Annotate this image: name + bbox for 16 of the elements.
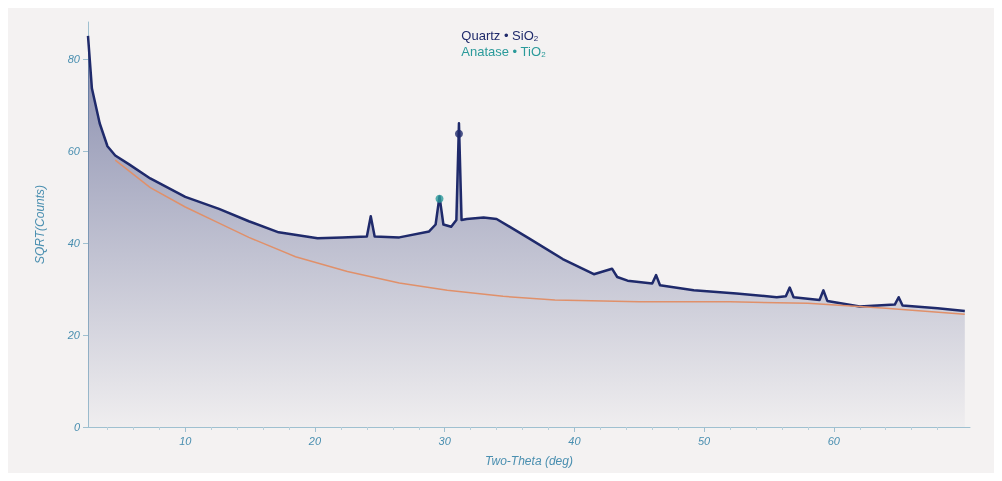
- x-tick-label: 10: [179, 434, 193, 447]
- y-tick-label: 80: [67, 52, 81, 65]
- line-series: [114, 159, 966, 315]
- y-tick-label: 0: [73, 421, 81, 433]
- y-tick-label: 20: [66, 328, 81, 341]
- x-tick-label: 50: [697, 434, 712, 447]
- x-tick-label: 20: [307, 434, 322, 447]
- y-tick-label: 40: [67, 236, 81, 249]
- x-tick-label: 40: [568, 434, 582, 447]
- x-tick-label: 30: [438, 434, 452, 447]
- text: Quartz • SiO2: [461, 28, 539, 43]
- y-tick-label: 60: [67, 144, 81, 157]
- x-axis-title: Two-Theta (deg): [485, 454, 573, 468]
- y-axis-title: SQRT(Counts): [33, 184, 47, 265]
- x-tick-label: 60: [827, 434, 841, 447]
- text: Anatase • TiO2: [461, 43, 547, 59]
